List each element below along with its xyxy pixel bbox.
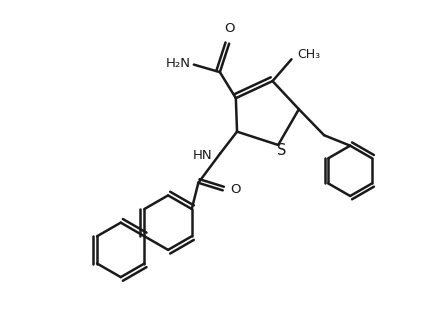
Text: S: S (277, 143, 286, 158)
Text: HN: HN (193, 149, 213, 162)
Text: H₂N: H₂N (165, 57, 190, 70)
Text: O: O (224, 22, 234, 35)
Text: O: O (230, 183, 241, 196)
Text: CH₃: CH₃ (297, 48, 320, 61)
